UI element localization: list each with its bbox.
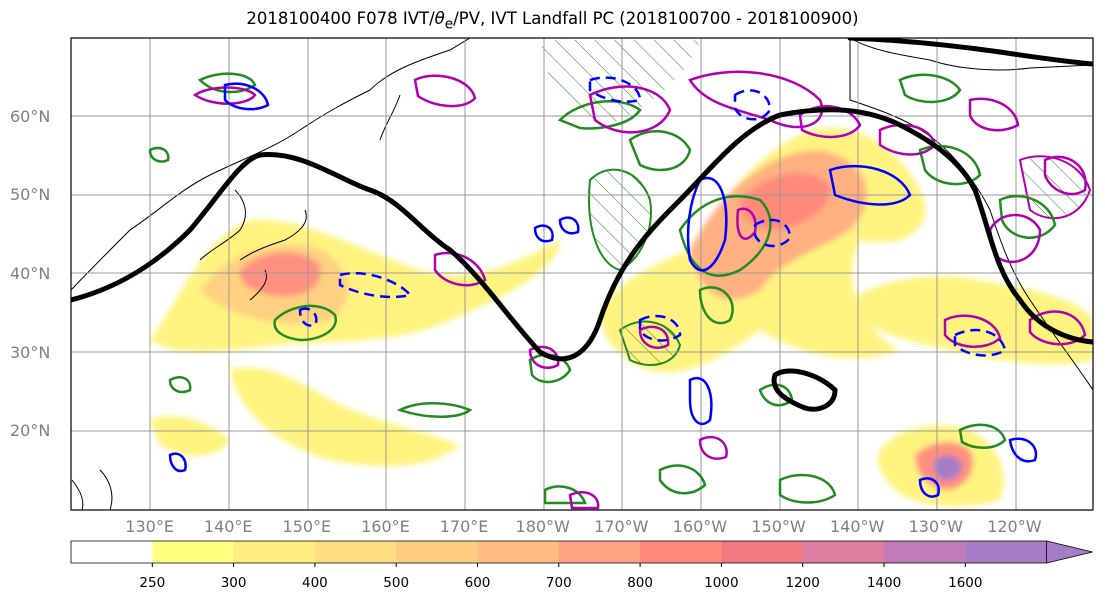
colorbar-segment (965, 541, 1048, 563)
longitude-label: 140°E (203, 517, 253, 536)
colorbar-tick-label: 800 (627, 575, 653, 591)
colorbar-segment (558, 541, 641, 563)
colorbar-tick-label: 500 (383, 575, 410, 591)
latitude-label: 30°N (10, 342, 51, 362)
latitude-label: 50°N (10, 185, 51, 205)
colorbar-tick-label: 300 (220, 575, 247, 591)
longitude-label: 120°W (987, 517, 1042, 536)
colorbar-tick-label: 250 (139, 575, 166, 591)
colorbar-tick-label: 400 (302, 575, 328, 591)
colorbar-segment-below (71, 541, 153, 563)
latitude-label: 60°N (10, 106, 51, 126)
latitude-label: 20°N (10, 421, 51, 441)
colorbar-tick-label: 1000 (704, 575, 739, 591)
coastlines (71, 38, 1093, 510)
longitude-label: 150°W (751, 517, 806, 536)
colorbar-segment (477, 541, 560, 563)
longitude-label: 170°W (594, 517, 649, 536)
longitude-label: 170°E (439, 517, 489, 536)
colorbar-segment (640, 541, 722, 563)
ivt-shading (150, 128, 1093, 507)
colorbar-extend-arrow (1046, 540, 1093, 564)
blue-contours (168, 76, 1038, 498)
colorbar-segment (802, 541, 885, 563)
map-frame (70, 37, 1094, 511)
black-contours (71, 38, 1093, 412)
colorbar-tick-label: 1200 (785, 575, 820, 591)
longitude-label: 130°W (908, 517, 963, 536)
colorbar-tick-label: 600 (464, 575, 491, 591)
longitude-label: 140°W (829, 517, 885, 536)
colorbar-tick-label: 1600 (948, 575, 983, 591)
colorbar (70, 540, 1093, 567)
colorbar-segment (314, 541, 397, 563)
colorbar-segment (152, 541, 235, 563)
longitude-label: 160°E (361, 517, 410, 536)
colorbar-segment (396, 541, 478, 563)
colorbar-segment (721, 541, 804, 563)
latitude-label: 40°N (10, 264, 51, 283)
longitude-label: 160°W (672, 517, 728, 536)
map-layers (71, 38, 1093, 510)
colorbar-tick-label: 1400 (866, 575, 902, 591)
colorbar-segment (884, 541, 966, 563)
map-title: 2018100400 F078 IVT/θe/PV, IVT Landfall … (246, 9, 859, 33)
colorbar-tick-label: 700 (545, 575, 572, 591)
longitude-label: 130°E (125, 517, 174, 536)
longitude-label: 150°E (282, 517, 332, 536)
longitude-label: 180°W (515, 517, 570, 536)
colorbar-segment (233, 541, 316, 563)
